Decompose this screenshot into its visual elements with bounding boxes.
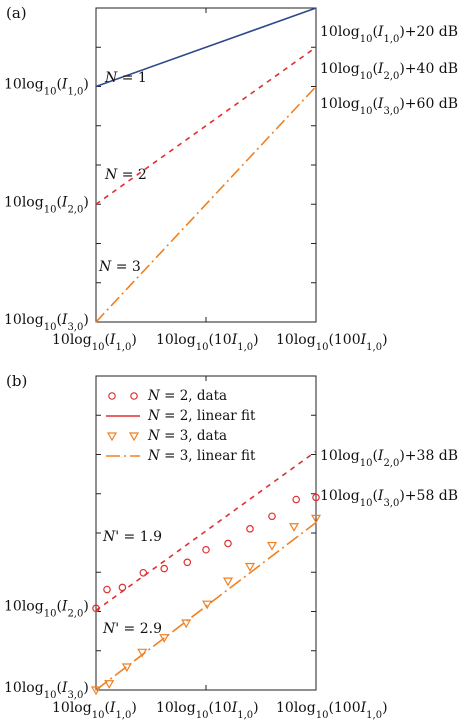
legend-marker (108, 392, 116, 400)
slope-label: N' = 1.9 (102, 529, 162, 545)
data-point (104, 680, 115, 689)
x-tick-label: 10log10(100I1,0) (276, 332, 388, 353)
series-line (95, 7, 317, 88)
data-point (292, 495, 301, 504)
data-point (224, 539, 232, 548)
data-point (160, 564, 169, 573)
line-end-label: 10log10(I2,0)+38 dB (320, 448, 458, 469)
y-tick-label: 10log10(I3,0) (4, 680, 89, 701)
legend-label: N = 3, linear fit (147, 448, 256, 464)
x-tick-label: 10log10(I1,0) (52, 332, 137, 353)
line-end-label: 10log10(I2,0)+40 dB (320, 61, 458, 82)
panel-label: (a) (6, 4, 27, 22)
data-point (90, 686, 102, 696)
data-point (92, 604, 100, 613)
data-point (202, 545, 210, 554)
x-tick-label: 10log10(10I1,0) (156, 332, 259, 353)
x-tick-label: 10log10(100I1,0) (276, 700, 388, 721)
data-point (312, 493, 320, 502)
y-tick-label: 10log10(I1,0) (4, 77, 89, 98)
line-end-label: 10log10(I1,0)+20 dB (320, 24, 458, 45)
y-tick-label: 10log10(I3,0) (4, 312, 89, 333)
data-point (183, 558, 192, 567)
data-point (288, 523, 300, 532)
series-label: N = 3 (98, 259, 141, 275)
data-point (118, 583, 127, 592)
series-label: N = 1 (104, 70, 147, 86)
data-point (202, 600, 213, 610)
panel-label: (b) (6, 372, 27, 390)
x-tick-label: 10log10(10I1,0) (156, 700, 259, 721)
y-tick-label: 10log10(I2,0) (4, 598, 89, 619)
legend-label: N = 2, linear fit (147, 408, 256, 424)
legend-marker (130, 392, 138, 400)
legend-marker (128, 432, 140, 442)
legend-label: N = 3, data (147, 428, 227, 444)
data-point (181, 619, 192, 629)
data-point (246, 525, 254, 533)
legend-marker (106, 432, 118, 442)
data-point (103, 585, 111, 594)
legend-label: N = 2, data (147, 388, 227, 404)
line-end-label: 10log10(I3,0)+58 dB (320, 488, 458, 509)
y-tick-label: 10log10(I2,0) (4, 194, 89, 215)
data-point (268, 512, 276, 521)
data-point (121, 663, 132, 673)
x-tick-label: 10log10(I1,0) (52, 700, 137, 721)
data-point (310, 514, 322, 524)
data-point (139, 568, 148, 577)
data-point (244, 562, 256, 572)
data-point (137, 648, 148, 658)
data-point (266, 541, 278, 551)
line-end-label: 10log10(I3,0)+60 dB (320, 96, 458, 117)
slope-label: N' = 2.9 (102, 621, 162, 637)
data-point (222, 577, 234, 587)
series-line (95, 85, 317, 323)
data-point (159, 634, 170, 643)
series-label: N = 2 (104, 167, 147, 183)
